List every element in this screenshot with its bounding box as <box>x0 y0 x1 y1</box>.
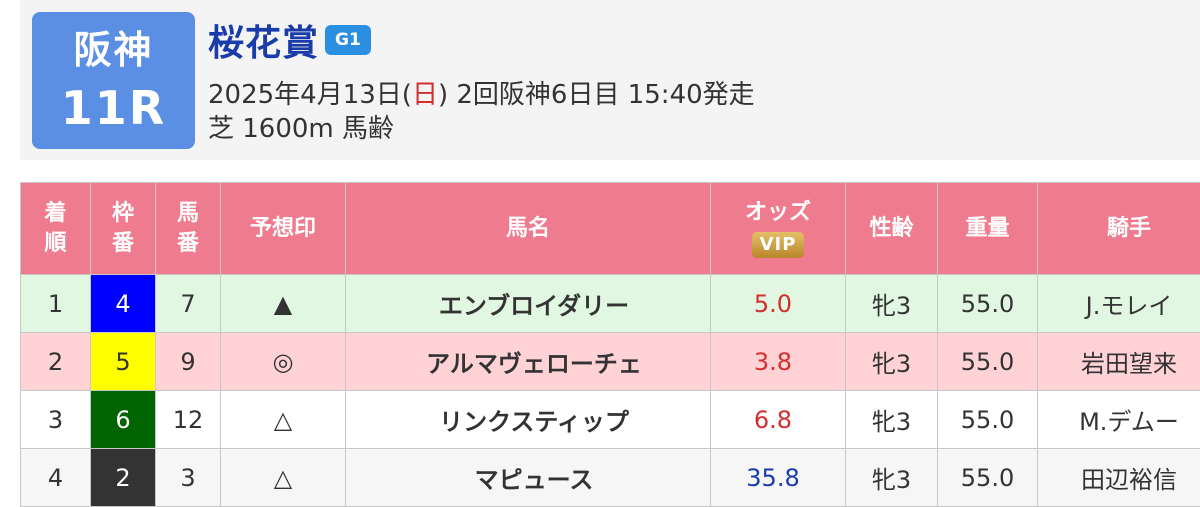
race-name-link[interactable]: 桜花賞 <box>208 23 320 64</box>
col-jockey: 騎手 <box>1037 182 1200 275</box>
race-date-info: 2025年4月13日(日) 2回阪神6日目 15:40発走 <box>208 78 755 112</box>
table-header-row: 着順 枠番 馬番 予想印 馬名 オッズ VIP 性齢 重量 騎手 <box>20 182 1200 275</box>
finish-cell: 2 <box>20 332 91 391</box>
sex-age-cell: 牝3 <box>845 332 938 391</box>
odds-cell: 6.8 <box>710 390 846 449</box>
weight-cell: 55.0 <box>937 390 1038 449</box>
weight-cell: 55.0 <box>937 332 1038 391</box>
col-bracket: 枠番 <box>90 182 156 275</box>
horse-number-cell: 7 <box>155 274 221 333</box>
jockey-link[interactable]: M.デムー <box>1037 390 1200 449</box>
finish-cell: 4 <box>20 448 91 507</box>
vip-badge[interactable]: VIP <box>751 232 805 258</box>
col-horse-no: 馬番 <box>155 182 221 275</box>
jockey-link[interactable]: J.モレイ <box>1037 274 1200 333</box>
horse-name-link[interactable]: リンクスティップ <box>345 390 711 449</box>
odds-cell: 5.0 <box>710 274 846 333</box>
prediction-mark: △ <box>220 390 346 449</box>
race-course-info: 芝 1600m 馬齢 <box>208 114 395 144</box>
sex-age-cell: 牝3 <box>845 390 938 449</box>
col-odds: オッズ VIP <box>710 182 846 275</box>
bracket-cell: 2 <box>90 448 156 507</box>
sex-age-cell: 牝3 <box>845 274 938 333</box>
col-horse-name: 馬名 <box>345 182 711 275</box>
table-row: 4 2 3 △ マピュース 35.8 牝3 55.0 田辺裕信 <box>20 448 1200 507</box>
race-venue: 阪神 <box>73 28 154 72</box>
weight-cell: 55.0 <box>937 274 1038 333</box>
bracket-cell: 5 <box>90 332 156 391</box>
grade-badge: G1 <box>325 25 371 55</box>
results-table: 着順 枠番 馬番 予想印 馬名 オッズ VIP 性齢 重量 騎手 1 4 7 ▲ エンブロ… <box>20 182 1200 507</box>
odds-cell: 35.8 <box>710 448 846 507</box>
race-title-row: 桜花賞 G1 <box>208 16 371 64</box>
horse-number-cell: 3 <box>155 448 221 507</box>
horse-number-cell: 12 <box>155 390 221 449</box>
horse-name-link[interactable]: アルマヴェローチェ <box>345 332 711 391</box>
race-date-prefix: 2025年4月13日( <box>208 80 412 110</box>
bracket-cell: 6 <box>90 390 156 449</box>
finish-cell: 3 <box>20 390 91 449</box>
odds-cell: 3.8 <box>710 332 846 391</box>
prediction-mark: ◎ <box>220 332 346 391</box>
table-row: 1 4 7 ▲ エンブロイダリー 5.0 牝3 55.0 J.モレイ <box>20 274 1200 333</box>
horse-name-link[interactable]: エンブロイダリー <box>345 274 711 333</box>
prediction-mark: ▲ <box>220 274 346 333</box>
table-row: 2 5 9 ◎ アルマヴェローチェ 3.8 牝3 55.0 岩田望来 <box>20 332 1200 391</box>
table-row: 3 6 12 △ リンクスティップ 6.8 牝3 55.0 M.デムー <box>20 390 1200 449</box>
race-weekday: 日 <box>411 80 438 110</box>
col-mark: 予想印 <box>220 182 346 275</box>
prediction-mark: △ <box>220 448 346 507</box>
weight-cell: 55.0 <box>937 448 1038 507</box>
horse-number-cell: 9 <box>155 332 221 391</box>
race-badge: 阪神 11R <box>32 12 195 149</box>
jockey-link[interactable]: 田辺裕信 <box>1037 448 1200 507</box>
sex-age-cell: 牝3 <box>845 448 938 507</box>
race-header: 阪神 11R 桜花賞 G1 2025年4月13日(日) 2回阪神6日目 15:4… <box>20 0 1200 160</box>
col-sex-age: 性齢 <box>845 182 938 275</box>
race-date-suffix: ) 2回阪神6日目 15:40発走 <box>437 80 755 110</box>
jockey-link[interactable]: 岩田望来 <box>1037 332 1200 391</box>
finish-cell: 1 <box>20 274 91 333</box>
bracket-cell: 4 <box>90 274 156 333</box>
horse-name-link[interactable]: マピュース <box>345 448 711 507</box>
col-weight: 重量 <box>937 182 1038 275</box>
race-number: 11R <box>60 81 167 135</box>
col-finish: 着順 <box>20 182 91 275</box>
